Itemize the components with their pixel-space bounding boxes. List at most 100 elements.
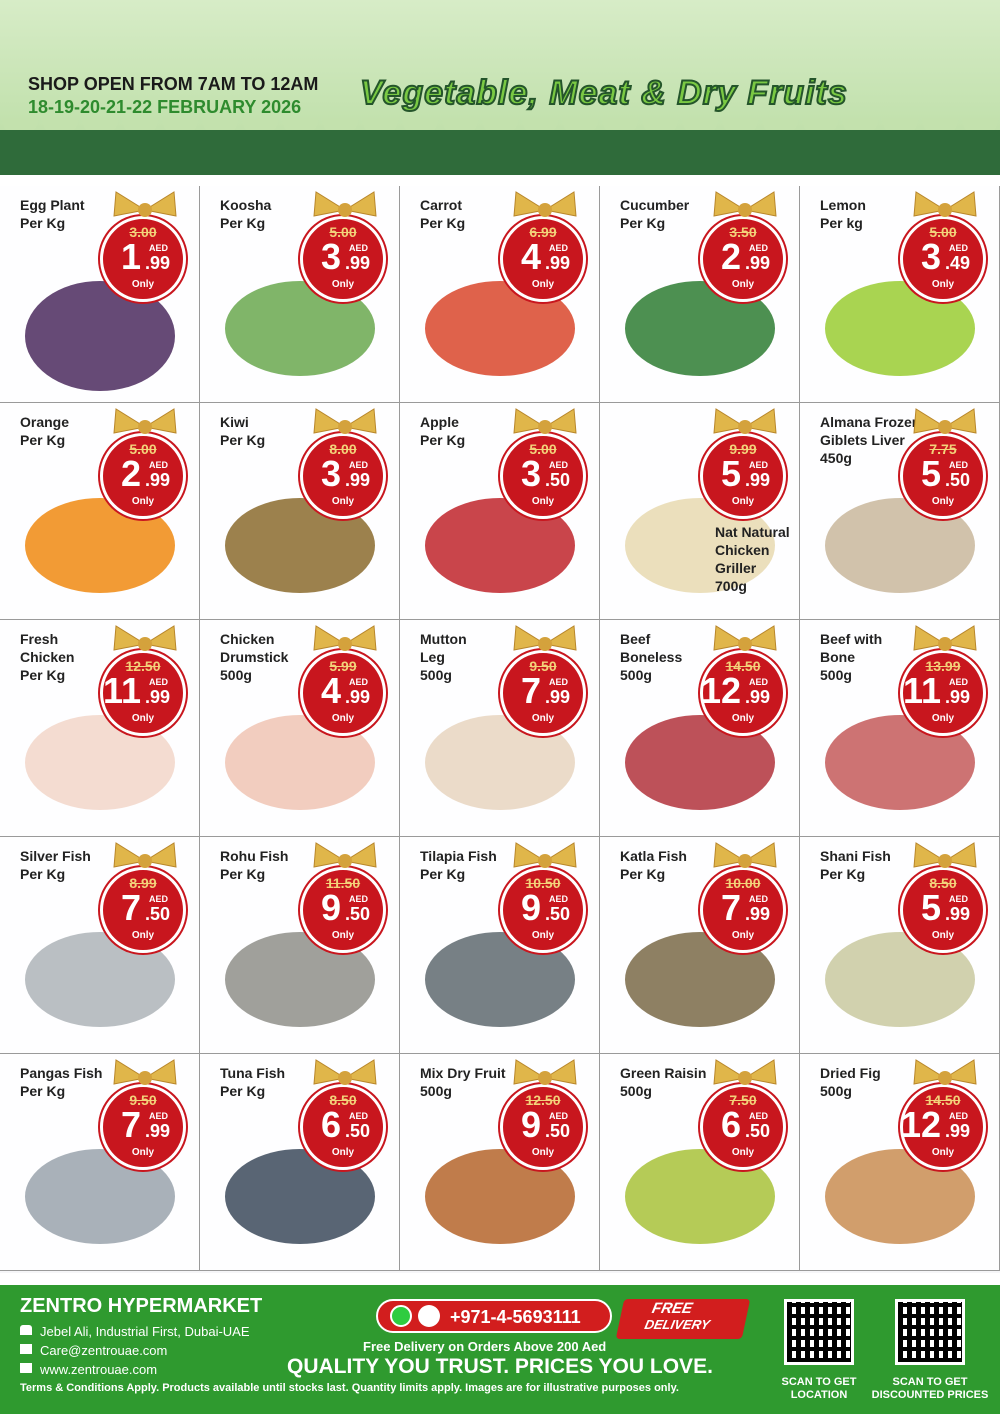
icons [20,1325,32,1375]
old-price: 6.99 [529,224,557,240]
slogan: QUALITY YOU TRUST. PRICES YOU LOVE. [287,1355,713,1378]
price-badge: 13.99 11 AED .99 Only [900,650,986,736]
only-label: Only [331,930,355,941]
price-fraction: .99 [345,470,371,490]
gift-bow [313,1059,377,1085]
only-label: Only [931,496,955,507]
delivery-text: DELIVERY [643,1317,712,1332]
product-name-line: Kiwi [220,414,249,430]
product-name-line: Per Kg [220,1083,266,1099]
price-whole: 7 [520,670,541,711]
product-name-line: 500g [820,1083,852,1099]
product-card: Dried Fig 500g 14.50 12 AED .99 Only [800,1054,1000,1271]
price-badge: 5.00 3 AED .49 Only [900,216,986,302]
gift-bow [113,191,177,217]
gift-bow [713,408,777,434]
price-fraction: .99 [145,687,171,707]
currency: AED [349,243,369,253]
only-label: Only [531,1147,555,1158]
product-name-line: Per Kg [820,866,866,882]
price-whole: 12 [700,670,741,711]
product-name: Lemon Per kg [820,196,866,232]
price-whole: 1 [120,236,141,277]
decor-band [0,130,1000,175]
gift-bow [313,191,377,217]
price-badge: 8.00 3 AED .99 Only [300,433,386,519]
product-name: Koosha Per Kg [220,196,271,232]
price-whole: 9 [520,887,541,928]
product-name-line: Per Kg [20,667,66,683]
price-whole: 5 [920,887,941,928]
currency: AED [349,677,369,687]
price-badge: 5.00 3 AED .99 Only [300,216,386,302]
product-name: Mix Dry Fruit 500g [420,1064,506,1100]
price-badge: 14.50 12 AED .99 Only [900,1084,986,1170]
qr-caption-line: DISCOUNTED PRICES [871,1389,989,1401]
gift-bow [113,1059,177,1085]
gift-bow [913,1059,977,1085]
product-name-line: Lemon [820,197,866,213]
qr-caption: SCAN TO GET DISCOUNTED PRICES [865,1376,995,1402]
price-whole: 4 [320,670,341,711]
product-card: Tuna Fish Per Kg 8.50 6 AED .50 Only [200,1054,400,1271]
currency: AED [949,243,969,253]
header: SHOP OPEN FROM 7AM TO 12AM 18-19-20-21-2… [0,0,1000,175]
old-price: 5.00 [529,441,557,457]
price-whole: 3 [320,236,341,277]
product-card: Rohu Fish Per Kg 11.50 9 AED .50 Only [200,837,400,1054]
old-price: 9.50 [129,1092,157,1108]
currency: AED [949,894,969,904]
price-fraction: .99 [345,253,371,273]
product-card: Almana Frozen Giblets Liver 450g 7.75 5 AED .5… [800,403,1000,620]
old-price: 9.99 [729,441,757,457]
product-name-line: Giblets Liver [820,432,905,448]
price-badge: 12.50 11 AED .99 Only [100,650,186,736]
qr-caption-line: SCAN TO GET [892,1376,968,1388]
product-name-line: Pangas Fish [20,1065,103,1081]
product-name-line: Rohu Fish [220,848,289,864]
product-card: Pangas Fish Per Kg 9.50 7 AED .99 Only [0,1054,200,1271]
only-label: Only [731,713,755,724]
price-fraction: .99 [745,687,771,707]
old-price: 5.99 [329,658,357,674]
product-name-line: 500g [620,1083,652,1099]
product-name-line: Carrot [420,197,463,213]
product-name-line: Per Kg [620,866,666,882]
product-name-line: Bone [820,649,855,665]
product-name: Katla Fish Per Kg [620,847,687,883]
only-label: Only [531,930,555,941]
currency: AED [549,677,569,687]
price-whole: 2 [120,453,141,494]
price-badge: 6.99 4 AED .99 Only [500,216,586,302]
product-card: Shani Fish Per Kg 8.50 5 AED .99 Only [800,837,1000,1054]
old-price: 8.50 [929,875,957,891]
product-name-line: Per Kg [420,432,466,448]
gift-bow [313,625,377,651]
old-price: 7.50 [729,1092,757,1108]
only-label: Only [531,496,555,507]
product-name-line: Per kg [820,215,863,231]
price-whole: 9 [520,1104,541,1145]
product-name-line: Per Kg [20,215,66,231]
product-card: Koosha Per Kg 5.00 3 AED .99 Only [200,186,400,403]
product-name: Mutton Leg 500g [420,630,467,684]
currency: AED [149,894,169,904]
price-whole: 7 [720,887,741,928]
product-card: Katla Fish Per Kg 10.00 7 AED .99 Only [600,837,800,1054]
price-badge: 9.50 7 AED .99 Only [100,1084,186,1170]
price-whole: 7 [120,887,141,928]
gift-bow [713,842,777,868]
store-name: ZENTRO HYPERMARKET [20,1295,263,1317]
delivery-text: FREE [650,1300,695,1317]
only-label: Only [331,496,355,507]
price-badge: 7.75 5 AED .50 Only [900,433,986,519]
price-whole: 3 [920,236,941,277]
gift-bow [913,191,977,217]
gift-bow [113,842,177,868]
product-name-line: Fresh [20,631,59,647]
gift-bow [513,1059,577,1085]
product-name-line: 450g [820,450,852,466]
product-card: Silver Fish Per Kg 8.99 7 AED .50 Only [0,837,200,1054]
product-name: Cucumber Per Kg [620,196,689,232]
price-fraction: .99 [945,1121,971,1141]
